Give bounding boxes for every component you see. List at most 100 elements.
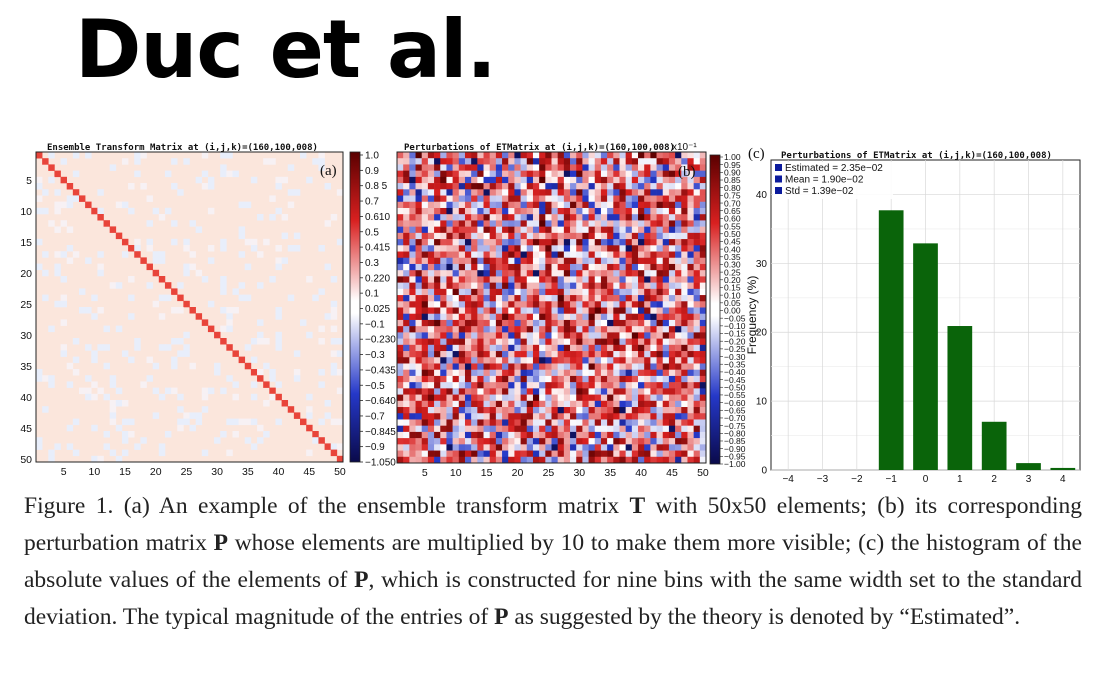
heatmap-cell bbox=[551, 232, 558, 240]
heatmap-cell bbox=[421, 301, 429, 308]
heatmap-cell bbox=[545, 263, 552, 271]
heatmap-cell bbox=[557, 189, 565, 196]
heatmap-cell bbox=[613, 245, 620, 252]
heatmap-cell bbox=[508, 326, 515, 333]
heatmap-cell bbox=[594, 183, 602, 190]
heatmap-cell bbox=[440, 450, 447, 458]
heatmap-cell bbox=[557, 400, 565, 408]
heatmap-cell bbox=[594, 450, 602, 458]
heatmap-cell bbox=[85, 387, 92, 395]
heatmap-cell bbox=[483, 282, 490, 290]
heatmap-cell bbox=[403, 251, 410, 259]
heatmap-cell bbox=[434, 195, 441, 203]
heatmap-cell bbox=[330, 214, 338, 221]
heatmap-cell bbox=[520, 351, 528, 358]
heatmap-cell bbox=[508, 450, 515, 458]
heatmap-cell bbox=[464, 400, 472, 408]
heatmap-cell bbox=[189, 251, 196, 258]
heatmap-cell bbox=[409, 195, 416, 203]
heatmap-cell bbox=[415, 344, 423, 352]
heatmap-cell bbox=[409, 338, 416, 346]
heatmap-cell bbox=[607, 431, 614, 439]
heatmap-cell bbox=[699, 444, 707, 451]
heatmap-cell bbox=[557, 307, 565, 315]
heatmap-cell bbox=[452, 431, 460, 439]
heatmap-cell bbox=[693, 413, 701, 420]
heatmap-cell bbox=[668, 164, 676, 171]
heatmap-cell bbox=[625, 363, 633, 370]
heatmap-cell bbox=[427, 232, 435, 240]
heatmap-cell bbox=[557, 239, 565, 246]
heatmap-cell bbox=[570, 388, 577, 395]
heatmap-cell bbox=[103, 431, 110, 438]
heatmap-cell bbox=[631, 270, 639, 277]
heatmap-cell bbox=[662, 214, 670, 221]
heatmap-cell bbox=[171, 158, 178, 165]
heatmap-cell bbox=[582, 332, 589, 339]
heatmap-cell bbox=[539, 351, 546, 358]
heatmap-cell bbox=[668, 438, 676, 445]
heatmap-cell bbox=[638, 319, 645, 327]
heatmap-cell bbox=[477, 357, 484, 364]
heatmap-cell bbox=[668, 319, 676, 327]
heatmap-cell bbox=[250, 369, 258, 376]
heatmap-cell bbox=[619, 369, 626, 377]
heatmap-cell bbox=[532, 295, 540, 302]
heatmap-cell bbox=[477, 183, 484, 190]
heatmap-cell bbox=[656, 245, 664, 252]
colorbar-tick-label: −0.845 bbox=[365, 427, 396, 438]
heatmap-cell bbox=[699, 158, 707, 165]
heatmap-cell bbox=[607, 189, 614, 196]
heatmap-cell bbox=[207, 325, 215, 333]
heatmap-cell bbox=[489, 257, 497, 265]
heatmap-cell bbox=[594, 207, 602, 215]
heatmap-cell bbox=[336, 418, 344, 426]
heatmap-cell bbox=[631, 245, 639, 252]
heatmap-cell bbox=[656, 220, 664, 227]
heatmap-cell bbox=[495, 276, 503, 283]
heatmap-cell bbox=[570, 195, 577, 203]
heatmap-cell bbox=[625, 444, 633, 451]
heatmap-cell bbox=[631, 176, 639, 184]
heatmap-cell bbox=[594, 438, 602, 445]
heatmap-cell bbox=[446, 257, 453, 265]
heatmap-cell bbox=[440, 207, 447, 215]
heatmap-cell bbox=[631, 164, 639, 171]
heatmap-cell bbox=[570, 270, 577, 277]
heatmap-cell bbox=[545, 394, 552, 402]
heatmap-cell bbox=[477, 425, 484, 433]
heatmap-cell bbox=[576, 251, 583, 259]
heatmap-cell bbox=[668, 263, 676, 271]
heatmap-cell bbox=[539, 407, 546, 414]
heatmap-cell bbox=[551, 369, 558, 377]
heatmap-cell bbox=[502, 282, 509, 290]
heatmap-cell bbox=[650, 363, 657, 370]
heatmap-cell bbox=[421, 164, 429, 171]
heatmap-cell bbox=[681, 183, 688, 190]
heatmap-cell bbox=[72, 195, 80, 202]
heatmap-cell bbox=[183, 331, 190, 339]
heatmap-cell bbox=[421, 176, 429, 184]
heatmap-cell bbox=[638, 326, 645, 333]
heatmap-cell bbox=[693, 207, 701, 215]
heatmap-cell bbox=[446, 288, 453, 296]
heatmap-cell bbox=[397, 375, 404, 383]
heatmap-cell bbox=[427, 419, 435, 426]
heatmap-cell bbox=[421, 413, 429, 420]
heatmap-cell bbox=[520, 313, 528, 321]
panel-b-x-ticks: 5 10 15 20 25 30 35 40 45 50 bbox=[422, 467, 709, 479]
heatmap-cell bbox=[668, 394, 676, 402]
heatmap-cell bbox=[318, 437, 325, 444]
heatmap-cell bbox=[415, 214, 423, 221]
heatmap-cell bbox=[483, 382, 490, 389]
heatmap-cell bbox=[613, 263, 620, 271]
heatmap-cell bbox=[220, 152, 227, 159]
heatmap-cell bbox=[668, 220, 676, 227]
heatmap-cell bbox=[452, 164, 460, 171]
heatmap-cell bbox=[275, 257, 282, 264]
heatmap-cell bbox=[668, 419, 676, 426]
heatmap-cell bbox=[514, 326, 521, 333]
heatmap-cell bbox=[183, 344, 190, 351]
heatmap-cell bbox=[613, 363, 620, 370]
heatmap-cell bbox=[638, 226, 645, 234]
